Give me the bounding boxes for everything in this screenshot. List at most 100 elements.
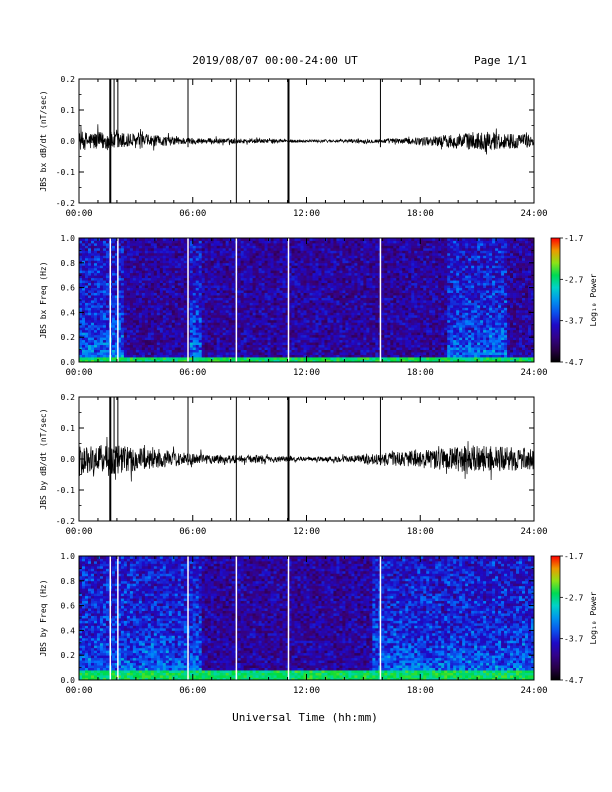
spectrogram-cell [105, 238, 110, 241]
spectrogram-cell [102, 359, 107, 363]
spectrogram-cell [282, 359, 286, 363]
spectrogram-cell [291, 332, 295, 336]
spectrogram-cell [102, 267, 107, 271]
spectrogram-cell [123, 260, 128, 264]
spectrogram-cell [177, 322, 182, 326]
spectrogram-cell [336, 245, 340, 249]
spectrogram-cell [258, 337, 262, 341]
spectrogram-cell [129, 295, 134, 298]
spectrogram-cell [363, 250, 367, 254]
spectrogram-cell [258, 324, 262, 328]
spectrogram-cell [321, 277, 325, 281]
spectrogram-cell [255, 314, 259, 318]
spectrogram-cell [363, 307, 367, 311]
spectrogram-cell [216, 317, 221, 321]
spectrogram-cell [318, 250, 322, 254]
spectrogram-cell [201, 282, 206, 286]
spectrogram-cell [180, 245, 185, 249]
spectrogram-cell [243, 339, 248, 343]
spectrogram-cell [132, 260, 137, 264]
spectrogram-cell [156, 324, 161, 328]
spectrogram-cell [303, 290, 307, 293]
spectrogram-cell [126, 267, 131, 271]
spectrogram-cell [312, 344, 316, 348]
spectrogram-cell [351, 307, 355, 311]
spectrogram-cell [270, 327, 274, 331]
spectrogram-cell [312, 342, 316, 346]
spectrogram-cell [165, 262, 170, 266]
spectrogram-cell [324, 359, 328, 363]
spectrogram-cell [324, 329, 328, 333]
spectrogram-cell [141, 260, 146, 264]
spectrogram-cell [165, 352, 170, 355]
spectrogram-cell [261, 257, 265, 261]
spectrogram-cell [312, 329, 316, 333]
spectrogram-cell [165, 317, 170, 321]
spectrogram-cell [96, 252, 101, 256]
spectrogram-cell [327, 277, 331, 281]
spectrogram-cell [207, 265, 212, 269]
spectrogram-cell [141, 307, 146, 311]
spectrogram-cell [363, 334, 367, 338]
spectrogram-cell [327, 260, 331, 264]
spectrogram-cell [204, 262, 209, 266]
spectrogram-cell [369, 347, 373, 350]
spectrogram-cell [252, 354, 257, 358]
spectrogram-cell [129, 267, 134, 271]
spectrogram-cell [273, 280, 277, 284]
spectrogram-cell [252, 297, 257, 301]
spectrogram-cell [141, 304, 146, 308]
spectrogram-cell [102, 352, 107, 355]
spectrogram-cell [126, 349, 131, 353]
spectrogram-cell [192, 282, 197, 286]
spectrogram-cell [165, 255, 170, 259]
spectrogram-cell [357, 300, 361, 303]
spectrogram-cell [120, 344, 125, 348]
spectrogram-cell [333, 359, 337, 363]
spectrogram-cell [132, 292, 137, 296]
spectrogram-cell [333, 295, 337, 298]
spectrogram-cell [126, 312, 131, 316]
spectrogram-cell [246, 322, 251, 326]
spectrogram-cell [309, 352, 313, 355]
spectrogram-cell [195, 280, 200, 284]
spectrogram-cell [198, 347, 203, 350]
spectrogram-cell [93, 339, 98, 343]
spectrogram-cell [282, 307, 286, 311]
spectrogram-cell [138, 300, 143, 303]
spectrogram-cell [117, 297, 122, 301]
spectrogram-cell [345, 322, 349, 326]
spectrogram-cell [105, 352, 110, 355]
spectrogram-cell [189, 319, 194, 323]
spectrogram-cell [129, 337, 134, 341]
spectrogram-cell [156, 352, 161, 355]
spectrogram-cell [300, 304, 304, 308]
spectrogram-cell [159, 307, 164, 311]
spectrogram-cell [93, 329, 98, 333]
spectrogram-cell [273, 304, 277, 308]
spectrogram-cell [168, 329, 173, 333]
spectrogram-cell [294, 295, 298, 298]
spectrogram-cell [288, 262, 292, 266]
spectrogram-cell [96, 285, 101, 288]
spectrogram-cell [195, 300, 200, 303]
spectrogram-cell [204, 255, 209, 259]
spectrogram-cell [192, 255, 197, 259]
spectrogram-cell [162, 290, 167, 293]
spectrogram-cell [297, 334, 301, 338]
spectrogram-cell [282, 265, 286, 269]
spectrogram-cell [276, 339, 280, 343]
spectrogram-cell [255, 282, 259, 286]
spectrogram-cell [195, 257, 200, 261]
spectrogram-cell [141, 312, 146, 316]
spectrogram-cell [240, 282, 245, 286]
spectrogram-cell [204, 322, 209, 326]
spectrogram-cell [222, 314, 227, 318]
spectrogram-cell [183, 250, 188, 254]
spectrogram-cell [144, 342, 149, 346]
spectrogram-cell [180, 342, 185, 346]
spectrogram-cell [276, 260, 280, 264]
spectrogram-cell [165, 322, 170, 326]
spectrogram-cell [327, 257, 331, 261]
spectrogram-cell [282, 354, 286, 358]
